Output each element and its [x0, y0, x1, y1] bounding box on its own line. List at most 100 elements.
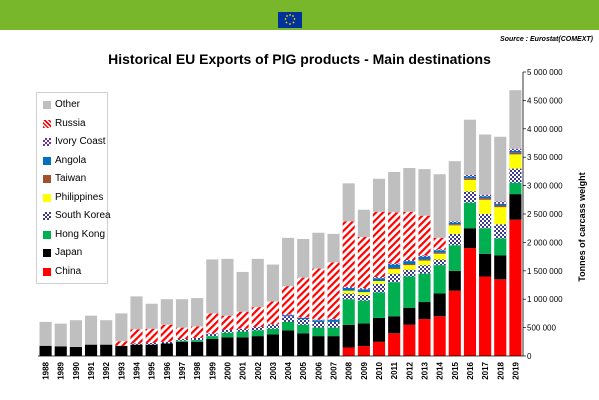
bar-segment-russia-2003	[266, 301, 279, 325]
bar-segment-other-2013	[418, 169, 431, 216]
bar-segment-other-1997	[175, 299, 189, 328]
bar-segment-hong-kong-2005	[297, 324, 310, 334]
bar-segment-russia-1998	[191, 326, 204, 338]
x-tick-label: 1991	[87, 361, 96, 379]
bar-segment-ivory-coast-2011	[388, 263, 401, 265]
y-tick-label: 1 000 000	[527, 295, 563, 304]
bar-segment-taiwan-2017	[479, 198, 492, 200]
bar-segment-russia-2004	[282, 286, 295, 315]
legend: Other Russia Ivory Coast Angola Taiwan Philip…	[36, 92, 111, 284]
bar-segment-japan-2018	[494, 255, 507, 280]
legend-swatch	[43, 101, 51, 109]
bar-segment-taiwan-2011	[388, 267, 401, 270]
bar-segment-other-2012	[403, 167, 416, 212]
bar-segment-china-2008	[342, 347, 355, 356]
bar-segment-philippines-2013	[418, 260, 431, 266]
bar-segment-south-korea-2009	[357, 294, 370, 301]
bar-segment-south-korea-2006	[312, 321, 325, 328]
x-tick-label: 2017	[481, 361, 490, 379]
bar-segment-japan-2006	[312, 336, 325, 356]
bar-segment-ivory-coast-2009	[357, 288, 370, 290]
legend-label: Angola	[55, 154, 87, 166]
bar-segment-angola-2010	[372, 278, 386, 282]
bar-segment-ivory-coast-2017	[479, 194, 492, 197]
bar-segment-angola-2019	[509, 150, 522, 153]
bar-segment-ivory-coast-2016	[463, 174, 477, 177]
bar-segment-other-2006	[312, 232, 325, 269]
x-tick-label: 1994	[133, 361, 142, 379]
x-tick-label: 2014	[436, 361, 445, 379]
bar-segment-hong-kong-2007	[327, 327, 340, 337]
bar-segment-hong-kong-2002	[251, 330, 264, 337]
bar-segment-other-1989	[54, 323, 67, 347]
bar-segment-japan-2012	[403, 307, 416, 325]
y-tick-label: 2 000 000	[527, 238, 563, 247]
bar-segment-russia-1997	[175, 327, 189, 339]
x-tick-label: 2004	[284, 361, 293, 379]
bar-segment-japan-2008	[342, 324, 355, 348]
bar-segment-hong-kong-1999	[206, 336, 219, 339]
bar-segment-south-korea-2007	[327, 321, 340, 328]
bar-segment-japan-2003	[266, 334, 279, 356]
bar-segment-other-2015	[448, 161, 461, 222]
x-tick-label: 2018	[496, 361, 505, 379]
bar-segment-south-korea-2003	[266, 324, 279, 329]
bar-segment-other-2016	[463, 119, 477, 175]
bar-segment-hong-kong-2017	[479, 228, 492, 254]
y-tick-label: 0	[527, 352, 532, 361]
bar-segment-other-2004	[282, 237, 295, 287]
legend-label: Japan	[55, 247, 83, 258]
bar-segment-russia-2007	[327, 262, 340, 320]
bar-segment-russia-2012	[403, 211, 416, 261]
bar-segment-ivory-coast-2019	[509, 148, 522, 151]
bar-segment-hong-kong-2018	[494, 238, 507, 256]
bar-segment-russia-1999	[206, 313, 219, 334]
bar-segment-ivory-coast-2013	[418, 255, 431, 257]
bar-segment-japan-2004	[282, 330, 295, 356]
legend-swatch	[43, 193, 51, 202]
x-tick-label: 2005	[299, 361, 308, 379]
eu-commission-logo-icon	[278, 12, 302, 28]
bar-segment-hong-kong-2004	[282, 321, 295, 331]
bar-segment-china-2012	[403, 324, 416, 356]
bar-segment-russia-2011	[388, 212, 401, 264]
bar-segment-south-korea-2011	[388, 273, 401, 283]
bar-segment-other-2009	[357, 209, 370, 237]
bar-segment-russia-1996	[160, 324, 173, 342]
bar-segment-taiwan-2019	[509, 152, 522, 155]
bar-segment-angola-2004	[282, 315, 295, 317]
bar-segment-hong-kong-2008	[342, 299, 355, 325]
bar-segment-south-korea-1999	[206, 333, 219, 337]
bar-segment-other-2005	[297, 238, 310, 278]
bar-segment-china-2014	[433, 316, 446, 356]
bar-segment-south-korea-2001	[236, 328, 249, 332]
bar-segment-china-2015	[448, 290, 461, 356]
bar-segment-angola-2014	[433, 250, 446, 253]
bar-segment-japan-1996	[160, 343, 173, 356]
bar-segment-japan-1997	[175, 341, 189, 356]
bar-segment-japan-2015	[448, 270, 461, 291]
bar-segment-hong-kong-2015	[448, 245, 461, 271]
bar-segment-south-korea-1995	[145, 342, 158, 345]
bar-segment-japan-2005	[297, 333, 310, 356]
y-tick-label: 2 500 000	[527, 210, 563, 219]
bar-segment-other-2000	[221, 258, 234, 316]
bar-segment-china-2011	[388, 333, 401, 356]
bar-segment-other-2017	[479, 134, 492, 195]
legend-swatch	[43, 175, 51, 183]
bar-segment-japan-1990	[69, 346, 82, 356]
bar-segment-ivory-coast-2012	[403, 260, 416, 262]
bar-segment-philippines-2011	[388, 269, 401, 274]
bar-segment-ivory-coast-2010	[372, 277, 386, 279]
bar-segment-japan-1991	[84, 344, 98, 356]
bar-segment-other-2019	[509, 90, 522, 149]
x-tick-label: 1998	[193, 361, 202, 379]
x-tick-label: 2007	[330, 361, 339, 379]
x-tick-label: 1990	[72, 361, 81, 379]
bar-segment-china-2016	[463, 248, 477, 356]
y-tick-labels: 0 500 000 1 000 000 1 500 000 2 000 000 2 500…	[527, 68, 563, 361]
y-tick-label: 1 500 000	[527, 267, 563, 276]
bar-segment-angola-2012	[403, 261, 416, 264]
legend-swatch	[43, 138, 51, 146]
